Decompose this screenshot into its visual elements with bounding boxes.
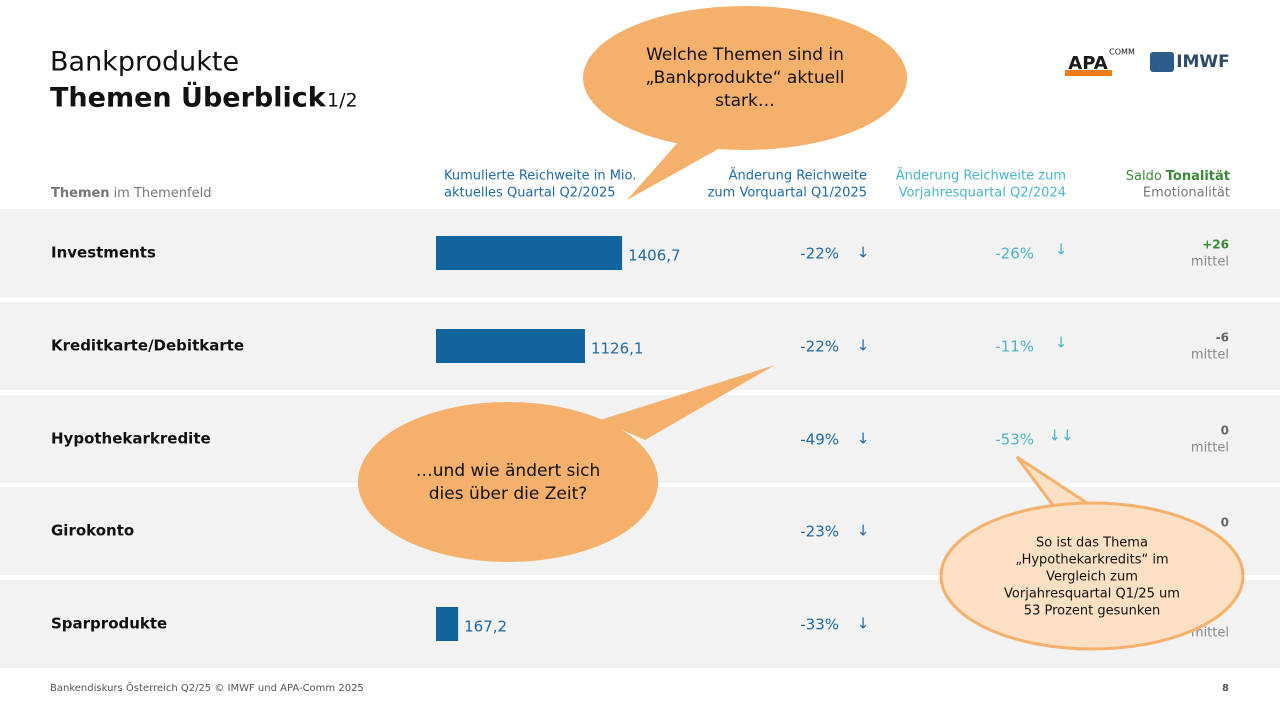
qoq-value: -33% [800,616,839,634]
tonality-value: mittel [1191,441,1229,456]
callout-tail [600,365,775,440]
yoy-value: -26% [995,245,1034,263]
qoq-value: -22% [800,245,839,263]
tonality-value: mittel [1191,626,1229,641]
callout-text: 53 Prozent gesunken [1024,604,1160,619]
footer-page: 8 [1222,683,1229,694]
topic: Girokonto [51,522,134,540]
col-header-reach: Kumulierte Reichweite in Mio. [444,169,636,184]
tonality-value: mittel [1191,348,1229,363]
col-header-reach: aktuelles Quartal Q2/2025 [444,186,616,201]
reach-label: 1126,1 [591,340,644,358]
qoq-arrow: ↓ [857,430,870,448]
callout-bubble [358,402,658,562]
yoy-arrow: ↓ [1055,334,1068,352]
callout-text: Vergleich zum [1046,570,1138,585]
col-header-saldo-text: Saldo [1126,169,1162,184]
apa-logo-bar [1065,70,1112,76]
saldo-value: 0 [1221,516,1229,530]
qoq-value: -22% [800,338,839,356]
footer-source: Bankendiskurs Österreich Q2/25 © IMWF un… [50,681,364,694]
yoy-value: -11% [995,338,1034,356]
callout-tail [627,140,720,200]
qoq-arrow: ↓ [857,522,870,540]
callout-text: So ist das Thema [1036,536,1148,551]
callout-text: Welche Themen sind in [646,45,844,65]
col-header-yoy: Vorjahresquartal Q2/2024 [899,186,1066,201]
qoq-value: -23% [800,523,839,541]
col-header-yoy: Änderung Reichweite zum [896,168,1066,184]
page-part: 1/2 [327,90,358,112]
row-background [0,302,1280,390]
yoy-arrow: ↓↓ [1048,427,1073,445]
yoy-arrow: ↓ [1055,241,1068,259]
callout-text: dies über die Zeit? [429,484,588,504]
col-header-qoq: zum Vorquartal Q1/2025 [708,186,867,201]
reach-label: 167,2 [464,618,507,636]
apa-logo: APA [1068,53,1107,74]
qoq-value: -49% [800,431,839,449]
col-header-topic: Themen im Themenfeld [51,186,212,201]
imwf-icon [1150,52,1174,72]
topic: Sparprodukte [51,615,167,633]
callout-text: …und wie ändert sich [416,461,600,481]
reach-label: 1406,7 [628,247,681,265]
col-header-qoq: Änderung Reichweite [729,168,867,184]
saldo-value: +26 [1202,238,1229,252]
reach-bar [436,236,623,270]
reach-bar [436,329,585,363]
callout-text: Vorjahresquartal Q1/25 um [1004,587,1180,602]
tonality-value: mittel [1191,255,1229,270]
saldo-value: 0 [1221,424,1229,438]
col-header-emotion: Emotionalität [1143,186,1230,201]
callout-bubble [583,6,907,150]
topic: Kreditkarte/Debitkarte [51,337,244,355]
yoy-value: -53% [995,431,1034,449]
comm-logo: COMM [1109,48,1135,57]
col-header-topic-bold: Themen [51,186,110,201]
topic: Investments [51,244,156,262]
qoq-arrow: ↓ [857,244,870,262]
imwf-logo: IMWF [1176,52,1230,72]
subtitle: Themen Überblick [50,81,327,114]
col-header-saldo: Saldo Tonalität [1126,169,1230,184]
col-header-topic-rest: im Themenfeld [114,186,212,201]
callout-text: „Hypothekarkredits“ im [1015,553,1168,568]
callout-text: „Bankprodukte“ aktuell [645,68,844,88]
saldo-value: -6 [1216,331,1229,345]
reach-bar [436,607,459,641]
title: Bankprodukte [50,47,239,78]
topic: Hypothekarkredite [51,430,211,448]
callout-join [1055,505,1092,576]
callout-text: stark… [715,91,775,111]
col-header-tonality: Tonalität [1166,169,1230,184]
qoq-arrow: ↓ [857,615,870,633]
row-background [0,209,1280,297]
qoq-arrow: ↓ [857,337,870,355]
